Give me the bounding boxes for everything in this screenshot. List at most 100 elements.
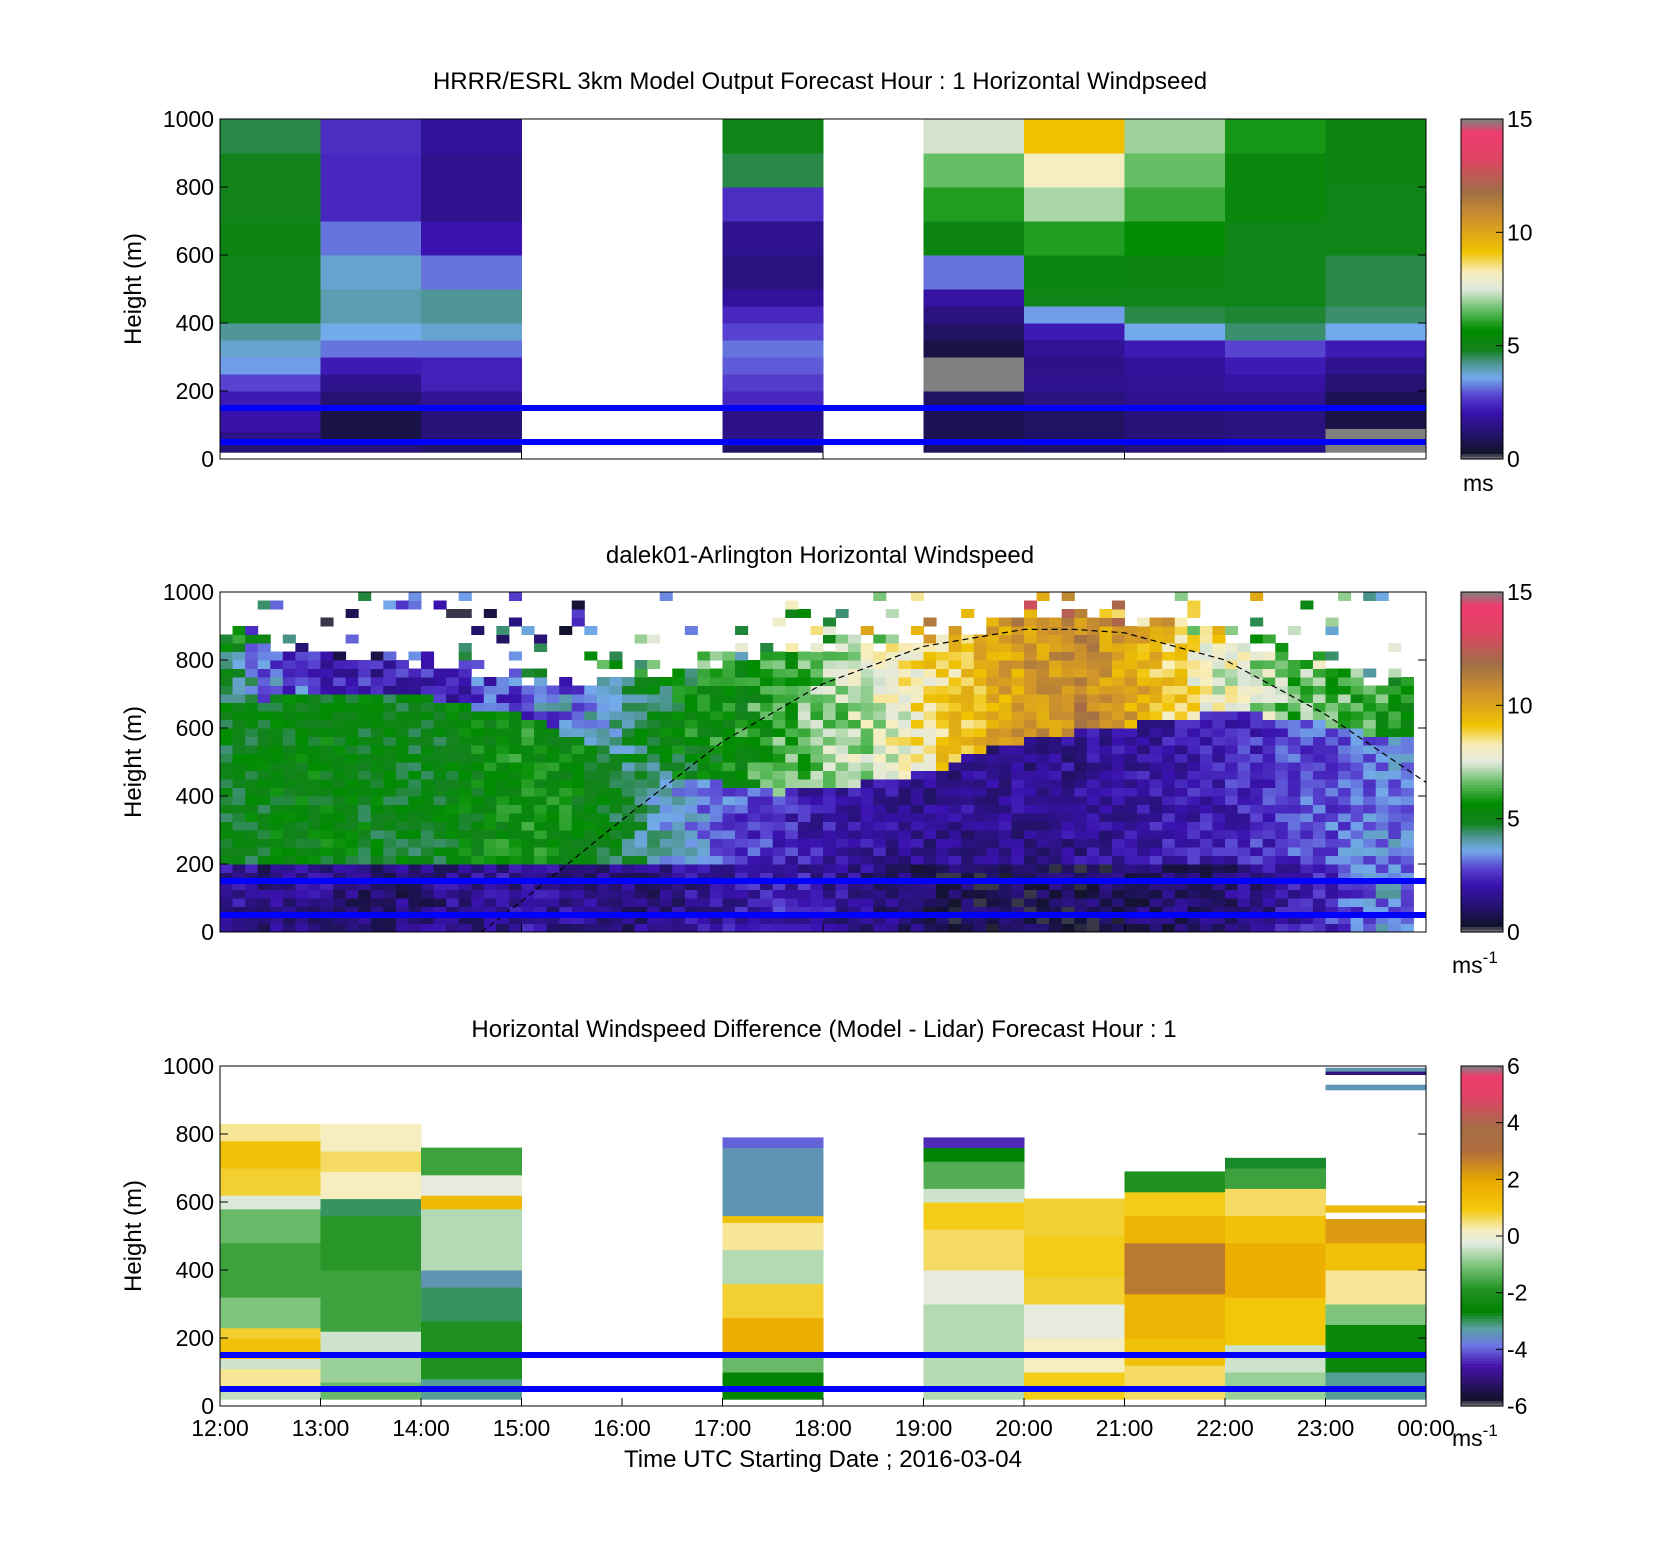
heatmap-cell [383,711,397,720]
heatmap-cell [1099,668,1113,678]
heatmap-cell [571,821,585,831]
heatmap-cell [282,804,296,814]
heatmap-cell [1162,719,1176,729]
heatmap-cell [709,864,723,873]
heatmap-cell [1049,719,1063,729]
heatmap-cell [596,847,610,856]
heatmap-cell [1363,685,1377,695]
heatmap-cell [961,685,975,695]
heatmap-cell [986,898,1000,907]
heatmap-cell [785,770,799,780]
heatmap-cell [220,694,234,703]
colorbar-segment [1461,611,1503,616]
heatmap-cell [722,187,824,222]
heatmap-cell [1086,881,1100,890]
heatmap-cell [546,762,560,771]
heatmap-cell [345,881,359,890]
heatmap-cell [1225,119,1326,154]
colorbar-tick-label: 10 [1507,692,1533,718]
heatmap-cell [684,813,698,822]
heatmap-cell [1250,634,1264,644]
heatmap-cell [1011,745,1025,754]
colorbar-segment [1461,1139,1503,1144]
heatmap-cell [1199,787,1213,797]
heatmap-cell [232,651,246,661]
heatmap-cell [1275,745,1289,754]
heatmap-cell [1086,651,1100,661]
heatmap-cell [245,702,259,712]
heatmap-cell [998,762,1012,771]
heatmap-cell [1086,898,1100,907]
heatmap-cell [885,813,899,822]
heatmap-cell [735,770,749,780]
heatmap-cell [1036,864,1050,873]
heatmap-cell [546,872,560,882]
heatmap-cell [345,702,359,712]
heatmap-cell [923,1304,1025,1400]
heatmap-cell [1124,306,1226,324]
heatmap-cell [647,736,661,746]
x-tick-label: 15:00 [493,1415,551,1441]
heatmap-cell [848,923,862,933]
heatmap-cell [345,906,359,916]
heatmap-cell [270,804,284,814]
heatmap-cell [1400,745,1414,754]
heatmap-cell [320,753,334,763]
heatmap-cell [848,855,862,865]
panel-difference-reference-lines [220,1352,1426,1392]
x-tick-label: 19:00 [895,1415,953,1441]
heatmap-cell [1312,770,1326,780]
heatmap-cell [973,889,987,899]
heatmap-cell [760,821,774,831]
heatmap-cell [936,813,950,822]
heatmap-cell [282,770,296,780]
heatmap-cell [973,898,987,907]
colorbar-segment [1461,626,1503,630]
heatmap-cell [998,779,1012,788]
heatmap-cell [257,787,271,797]
heatmap-cell [1325,651,1339,661]
heatmap-cell [1350,830,1364,839]
heatmap-cell [220,898,234,907]
heatmap-cell [1250,711,1264,720]
heatmap-cell [973,702,987,712]
heatmap-cell [333,745,347,754]
heatmap-cell [421,685,435,695]
heatmap-cell [433,830,447,839]
heatmap-cell [1024,1236,1125,1278]
heatmap-cell [1074,685,1088,695]
heatmap-cell [596,753,610,763]
heatmap-cell [245,889,259,899]
heatmap-cell [1111,626,1125,635]
heatmap-cell [898,915,912,924]
heatmap-cell [1099,872,1113,882]
heatmap-cell [948,906,962,916]
heatmap-cell [232,847,246,856]
heatmap-cell [1187,643,1201,652]
heatmap-cell [496,830,510,839]
colorbar-segment [1461,272,1503,276]
heatmap-cell [245,753,259,763]
heatmap-cell [848,830,862,839]
colorbar-segment [1461,886,1503,891]
heatmap-cell [395,872,409,882]
heatmap-cell [772,694,786,703]
y-tick-label: 800 [176,174,214,200]
heatmap-cell [546,685,560,695]
heatmap-cell [772,736,786,746]
heatmap-cell [458,643,472,652]
heatmap-cell [1074,864,1088,873]
heatmap-cell [458,694,472,703]
heatmap-cell [220,745,234,754]
heatmap-cell [898,906,912,916]
heatmap-cell [446,728,460,737]
heatmap-cell [433,668,447,678]
heatmap-cell [358,864,372,873]
heatmap-cell [1024,813,1038,822]
heatmap-cell [220,770,234,780]
colorbar-segment [1461,362,1503,367]
heatmap-cell [1124,779,1138,788]
heatmap-cell [873,906,887,916]
heatmap-cell [1325,187,1427,256]
heatmap-cell [1237,736,1251,746]
